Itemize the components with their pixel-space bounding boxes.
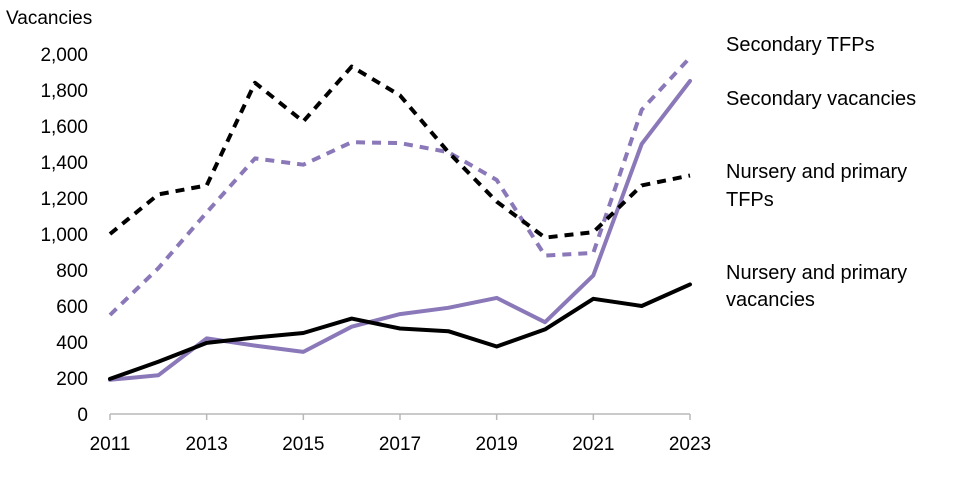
- y-tick-label: 1,600: [40, 117, 88, 138]
- y-tick-label: 1,200: [40, 189, 88, 210]
- x-tick-label: 2011: [90, 434, 131, 455]
- x-tick-label: 2019: [476, 434, 518, 455]
- y-tick-label: 200: [56, 369, 88, 390]
- label-secondary-vacancies: Secondary vacancies: [726, 88, 916, 110]
- x-tick-label: 2017: [379, 434, 421, 455]
- x-tick-label: 2023: [669, 434, 711, 455]
- label-primary-vacancies-line1: Nursery and primary: [726, 262, 907, 284]
- y-tick-label: 400: [56, 333, 88, 354]
- y-tick-label: 2,000: [40, 45, 88, 66]
- series-line-nursery-and-primary-vacancies: [108, 282, 692, 381]
- x-tick-label: 2021: [572, 434, 614, 455]
- x-tick-label: 2013: [186, 434, 228, 455]
- label-primary-tfps-line2: TFPs: [726, 189, 774, 211]
- y-tick-label: 800: [56, 261, 88, 282]
- label-primary-vacancies-line2: vacancies: [726, 289, 815, 311]
- label-primary-tfps-line1: Nursery and primary: [726, 161, 907, 183]
- y-tick-label: 600: [56, 297, 88, 318]
- y-tick-label: 1,400: [40, 153, 88, 174]
- y-axis-title: Vacancies: [6, 8, 92, 29]
- label-secondary-tfps: Secondary TFPs: [726, 34, 875, 56]
- series-line-secondary-vacancies: [108, 79, 692, 382]
- y-tick-label: 1,000: [40, 225, 88, 246]
- y-tick-label: 1,800: [40, 81, 88, 102]
- series-line-nursery-and-primary-tfps: [108, 64, 691, 240]
- x-tick-label: 2015: [282, 434, 324, 455]
- y-tick-label: 0: [77, 405, 88, 426]
